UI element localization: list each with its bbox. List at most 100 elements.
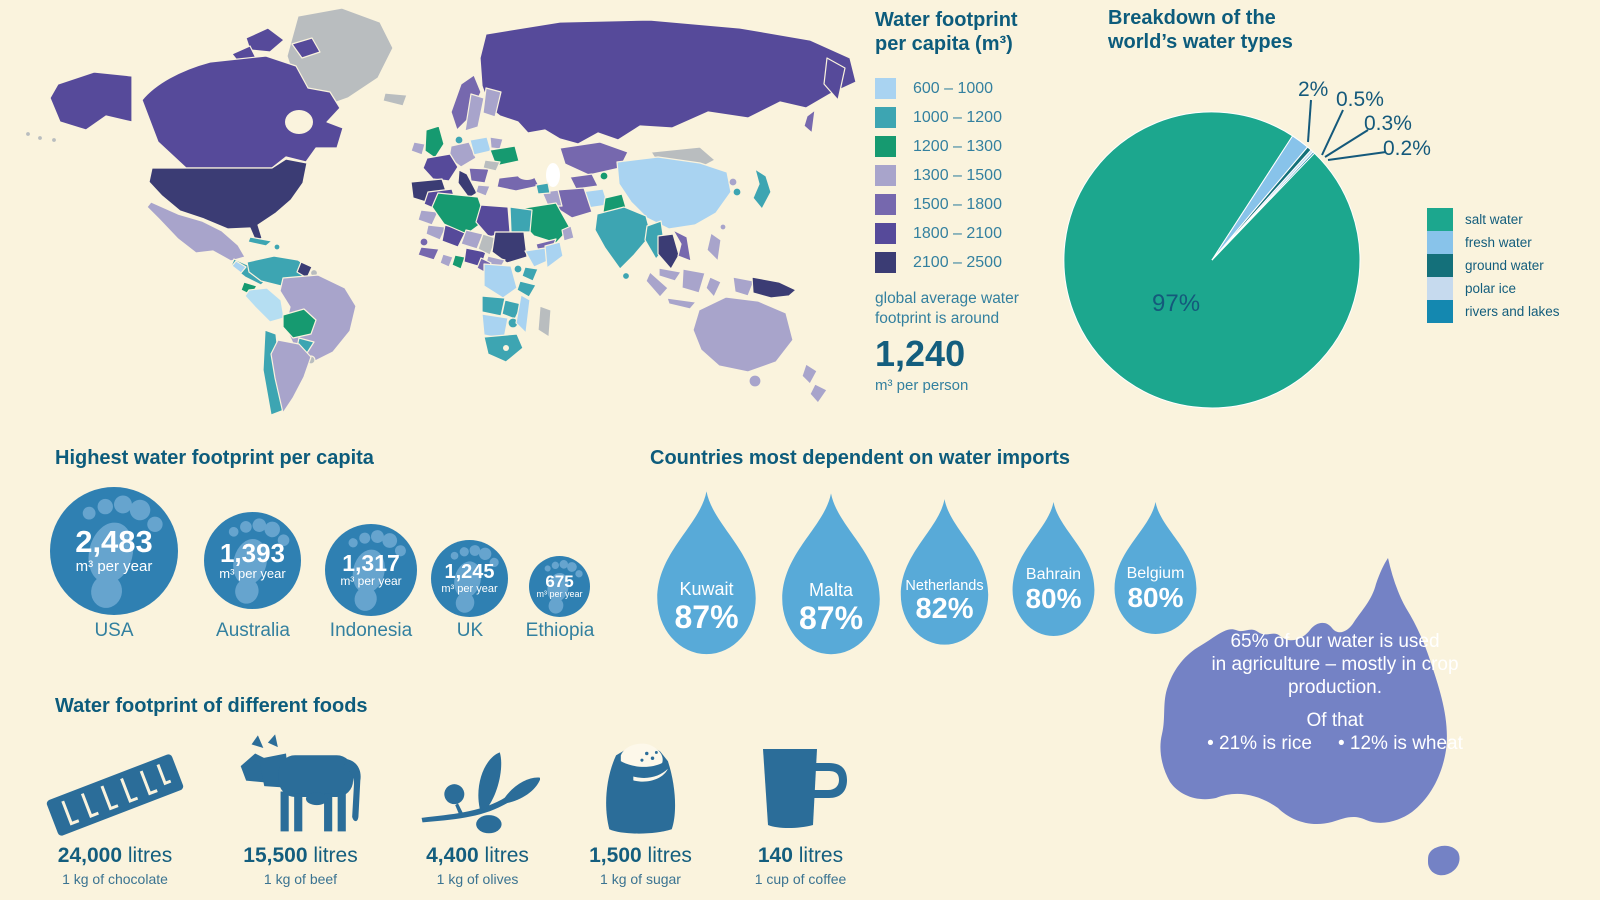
import-drop-belgium: Belgium 80% <box>1111 500 1200 638</box>
imports-section-title: Countries most dependent on water import… <box>650 447 1071 469</box>
import-country: Bahrain <box>1025 565 1082 583</box>
food-desc: 1 kg of chocolate <box>62 871 168 887</box>
world-map <box>24 7 857 416</box>
footprint-value: 2,483 <box>75 524 153 560</box>
foods-section-title: Water footprint of different foods <box>55 695 368 717</box>
import-drop-netherlands: Netherlands 82% <box>897 497 992 649</box>
footprint-circle: 1,317 m³ per year <box>325 524 417 616</box>
footprints-section-title: Highest water footprint per capita <box>55 447 374 469</box>
footprint-value: 1,245 <box>444 560 495 583</box>
food-sugar: 1,500 litres 1 kg of sugar <box>588 740 693 887</box>
food-desc: 1 kg of olives <box>436 871 519 887</box>
legend-swatch <box>1427 300 1453 323</box>
footprint-icon <box>544 560 583 614</box>
continent-oceania <box>692 296 828 404</box>
global-average-value: 1,240 <box>875 333 966 374</box>
footprint-unit: m³ per year <box>536 589 583 600</box>
legend-row: 1300 – 1500 <box>875 161 1085 190</box>
legend-swatch <box>875 194 896 215</box>
footprint-icon <box>450 545 499 613</box>
food-unit: litres <box>313 844 358 867</box>
pie-slice-fresh-water <box>1211 135 1309 261</box>
footprint-icon <box>348 530 406 611</box>
import-percent: 80% <box>1127 582 1184 614</box>
legend-row: polar ice <box>1427 277 1560 300</box>
footprint-country: Indonesia <box>329 620 413 641</box>
footprint-icon <box>82 495 163 608</box>
food-value: 24,000 <box>57 844 123 867</box>
australia-shape <box>1160 558 1460 876</box>
water-drop-icon <box>782 493 880 655</box>
food-value: 1,500 <box>589 844 642 867</box>
food-unit: litres <box>127 844 173 867</box>
legend-row: fresh water <box>1427 231 1560 254</box>
olive-branch-icon <box>415 736 540 836</box>
legend-swatch <box>1427 208 1453 231</box>
map-legend: Water footprint per capita (m³) 600 – 10… <box>875 8 1085 394</box>
footprint-country: Ethiopia <box>525 620 595 641</box>
coffee-mug-icon <box>748 742 853 836</box>
legend-row: 1800 – 2100 <box>875 219 1085 248</box>
water-drop-icon <box>657 491 756 655</box>
continent-south-america <box>240 255 357 416</box>
legend-swatch <box>875 78 896 99</box>
footprint-circle: 675 m³ per year <box>529 556 590 617</box>
sugar-sack-icon <box>588 740 693 836</box>
footprint-circle: 1,393 m³ per year <box>204 512 301 609</box>
legend-swatch <box>875 165 896 186</box>
food-value: 140 <box>757 844 793 867</box>
legend-swatch <box>1427 231 1453 254</box>
water-drop-icon <box>1012 502 1095 636</box>
water-types-pie-chart <box>1063 99 1387 409</box>
legend-swatch <box>875 136 896 157</box>
pie-label-polar-ice: 0.3% <box>1364 112 1412 135</box>
import-percent: 82% <box>915 593 974 626</box>
cow-icon <box>228 728 373 836</box>
pie-label-fresh-water: 2% <box>1298 78 1329 101</box>
import-country: Belgium <box>1126 564 1185 582</box>
food-olives: 4,400 litres 1 kg of olives <box>415 736 540 887</box>
legend-swatch <box>875 252 896 273</box>
continent-africa <box>417 188 564 363</box>
global-average-note: global average water footprint is around <box>875 290 1019 327</box>
food-desc: 1 cup of coffee <box>754 871 847 887</box>
chocolate-bar-icon <box>40 740 190 836</box>
footprint-country: Australia <box>216 620 290 641</box>
food-unit: litres <box>647 844 692 867</box>
footprint-circle: 1,245 m³ per year <box>431 540 508 617</box>
legend-row: 1200 – 1300 <box>875 132 1085 161</box>
water-drop-icon <box>1114 501 1197 635</box>
footprint-icon <box>228 518 290 604</box>
import-country: Netherlands <box>905 577 984 594</box>
food-chocolate: 24,000 litres 1 kg of chocolate <box>40 740 190 887</box>
food-desc: 1 kg of sugar <box>600 871 681 887</box>
footprint-value: 1,393 <box>219 537 286 568</box>
footprint-value: 1,317 <box>342 550 400 577</box>
pie-label-ground-water: 0.5% <box>1336 88 1384 111</box>
legend-row: rivers and lakes <box>1427 300 1560 323</box>
footprint-ethiopia: 675 m³ per year Ethiopia <box>526 556 594 641</box>
pie-slice-salt-water <box>1063 111 1361 409</box>
pie-label-salt-water: 97% <box>1152 290 1201 317</box>
global-average-unit: m³ per person <box>875 377 969 394</box>
footprint-unit: m³ per year <box>441 582 498 595</box>
food-beef: 15,500 litres 1 kg of beef <box>228 728 373 887</box>
footprint-value: 675 <box>545 571 574 591</box>
pie-label-rivers-lakes: 0.2% <box>1383 137 1431 160</box>
import-percent: 80% <box>1025 583 1082 615</box>
water-drop-icon <box>900 499 989 645</box>
food-value: 4,400 <box>426 844 479 867</box>
footprint-unit: m³ per year <box>219 566 286 581</box>
import-drop-bahrain: Bahrain 80% <box>1009 500 1098 640</box>
legend-row: 1000 – 1200 <box>875 103 1085 132</box>
australia-fact: 65% of our water is used in agriculture … <box>1140 550 1530 890</box>
footprint-uk: 1,245 m³ per year UK <box>431 540 508 641</box>
food-unit: litres <box>484 844 529 867</box>
footprint-australia: 1,393 m³ per year Australia <box>204 512 301 641</box>
map-legend-title: Water footprint per capita (m³) <box>875 9 1018 55</box>
footprint-country: UK <box>456 620 484 641</box>
footprint-country: USA <box>94 620 134 641</box>
footprint-circle: 2,483 m³ per year <box>50 487 178 615</box>
import-percent: 87% <box>674 598 739 635</box>
import-country: Malta <box>808 580 853 601</box>
